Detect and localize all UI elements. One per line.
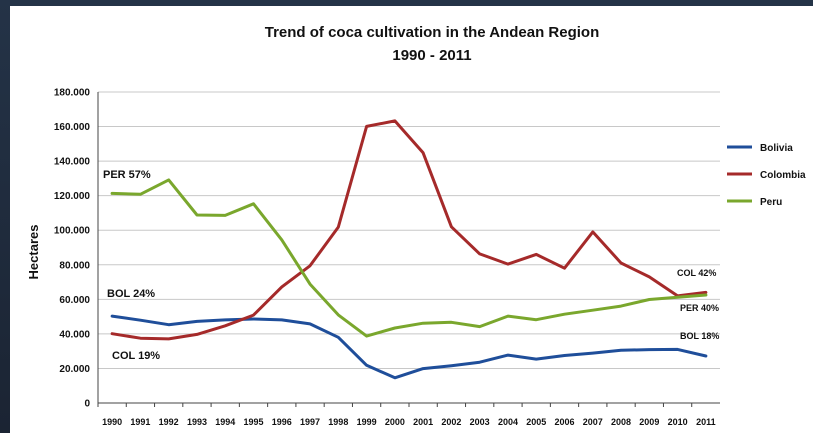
y-tick-label: 60.000 — [59, 295, 90, 306]
legend-label-colombia: Colombia — [760, 170, 806, 181]
y-axis-label: Hectares — [26, 225, 41, 280]
legend-label-peru: Peru — [760, 197, 782, 208]
x-tick-label: 1991 — [130, 417, 150, 427]
annotation-label: PER 57% — [103, 169, 151, 181]
annotation-label: COL 42% — [677, 268, 716, 278]
x-tick-label: 1990 — [102, 417, 122, 427]
y-tick-label: 0 — [84, 399, 90, 410]
x-tick-label: 1992 — [159, 417, 179, 427]
chart-panel — [10, 6, 813, 433]
x-tick-label: 2007 — [583, 417, 603, 427]
y-tick-label: 40.000 — [59, 329, 90, 340]
x-tick-label: 2001 — [413, 417, 433, 427]
series-layer — [110, 119, 708, 380]
x-tick-label: 1998 — [328, 417, 348, 427]
x-tick-label: 1997 — [300, 417, 320, 427]
x-tick-label: 1994 — [215, 417, 235, 427]
x-tick-label: 2002 — [441, 417, 461, 427]
legend: Bolivia Colombia Peru — [727, 143, 806, 208]
y-tick-label: 20.000 — [59, 364, 90, 375]
x-tick-label: 2010 — [668, 417, 688, 427]
annotation-label: COL 19% — [112, 350, 160, 362]
annotation-label: PER 40% — [680, 303, 719, 313]
x-tick-label: 2008 — [611, 417, 631, 427]
legend-label-bolivia: Bolivia — [760, 143, 793, 154]
x-tick-label: 2011 — [696, 417, 716, 427]
x-tick-label: 1999 — [357, 417, 377, 427]
x-tick-label: 2009 — [639, 417, 659, 427]
y-tick-label: 80.000 — [59, 260, 90, 271]
grid-layer — [98, 91, 720, 369]
annotation-label: BOL 18% — [680, 331, 719, 341]
y-tick-label: 120.000 — [54, 191, 91, 202]
series-line-colombia — [110, 119, 708, 341]
annotations: PER 57% BOL 24% COL 19% COL 42% PER 40% BOL 1… — [103, 169, 719, 362]
chart-title: Trend of coca cultivation in the Andean … — [265, 24, 599, 41]
y-tick-label: 180.000 — [54, 88, 91, 99]
x-tick-label: 2003 — [470, 417, 490, 427]
chart-subtitle: 1990 - 2011 — [392, 47, 471, 64]
x-tick-label: 2005 — [526, 417, 546, 427]
y-tick-label: 160.000 — [54, 122, 91, 133]
series-line-bolivia — [110, 314, 708, 380]
x-tick-label: 2000 — [385, 417, 405, 427]
axis-layer: 0 20.000 40.000 60.000 80.000 100.000 120.000 1… — [54, 88, 720, 427]
y-tick-label: 140.000 — [54, 157, 91, 168]
x-tick-label: 2006 — [554, 417, 574, 427]
x-tick-label: 1996 — [272, 417, 292, 427]
y-tick-label: 100.000 — [54, 226, 91, 237]
x-tick-label: 2004 — [498, 417, 518, 427]
x-tick-label: 1993 — [187, 417, 207, 427]
series-line-peru — [110, 178, 708, 338]
x-tick-label: 1995 — [243, 417, 263, 427]
annotation-label: BOL 24% — [107, 288, 155, 300]
